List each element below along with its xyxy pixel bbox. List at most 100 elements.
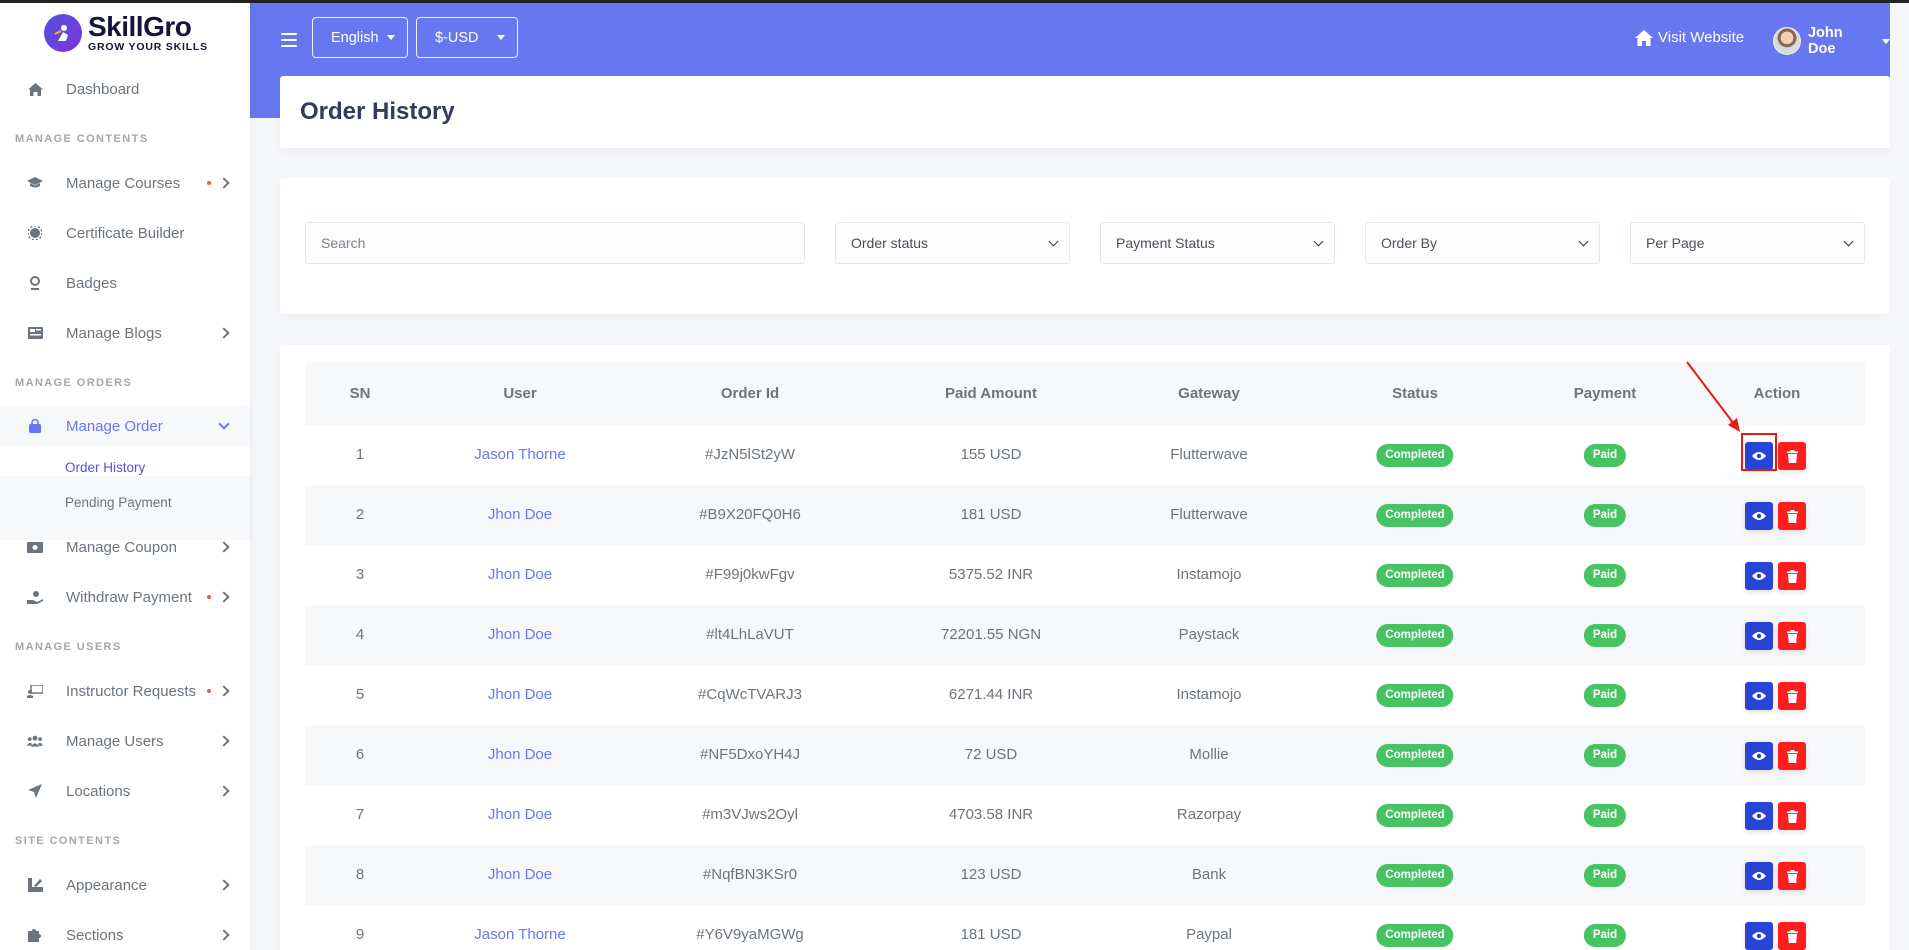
sidebar-item-manage-coupon[interactable]: Manage Coupon [0, 527, 250, 567]
trash-icon [1786, 869, 1798, 883]
sidebar-item-manage-courses[interactable]: Manage Courses [0, 163, 250, 203]
sidebar-item-locations[interactable]: Locations [0, 771, 250, 811]
payment-badge: Paid [1583, 504, 1627, 527]
cell-gateway: Flutterwave [1170, 506, 1248, 523]
payment-badge: Paid [1583, 684, 1627, 707]
chevron-right-icon [218, 785, 230, 797]
home-icon [27, 81, 43, 97]
sidebar-item-sections[interactable]: Sections [0, 915, 250, 950]
table-row: 7 Jhon Doe #m3VJws2Oyl 4703.58 INR Razorpay C… [305, 785, 1865, 845]
sidebar-item-instructor-requests[interactable]: Instructor Requests [0, 671, 250, 711]
certificate-icon [27, 225, 43, 241]
cell-user[interactable]: Jhon Doe [487, 746, 553, 763]
delete-order-button[interactable] [1778, 442, 1806, 470]
view-order-button[interactable] [1745, 502, 1773, 530]
column-header-user[interactable]: User [503, 385, 537, 402]
cell-user[interactable]: Jhon Doe [487, 626, 553, 643]
user-name: John Doe [1807, 25, 1843, 57]
delete-order-button[interactable] [1778, 562, 1806, 590]
hand-holding-dollar-icon [27, 589, 43, 605]
status-badge: Completed [1376, 564, 1454, 587]
hamburger-menu-icon[interactable] [281, 33, 297, 47]
delete-order-button[interactable] [1778, 802, 1806, 830]
table-row: 5 Jhon Doe #CqWcTVARJ3 6271.44 INR Instamojo… [305, 665, 1865, 725]
column-header-sn[interactable]: SN [349, 385, 371, 402]
cell-gateway: Instamojo [1176, 566, 1242, 583]
cell-user[interactable]: Jhon Doe [487, 866, 553, 883]
column-header-order-id[interactable]: Order Id [720, 385, 780, 402]
caret-down-icon [1882, 38, 1890, 44]
cell-user[interactable]: Jason Thorne [474, 926, 566, 943]
status-badge: Completed [1376, 864, 1454, 887]
cell-gateway: Razorpay [1176, 806, 1242, 823]
page-header-card: Order History [280, 76, 1890, 148]
cell-user[interactable]: Jhon Doe [487, 506, 553, 523]
cell-user[interactable]: Jhon Doe [487, 686, 553, 703]
view-order-button[interactable] [1745, 922, 1773, 950]
cell-sn: 2 [355, 506, 365, 523]
sidebar-item-label: Certificate Builder [66, 224, 185, 242]
language-select[interactable]: English [312, 17, 408, 58]
delete-order-button[interactable] [1778, 922, 1806, 950]
cell-order-id: #m3VJws2Oyl [702, 806, 798, 823]
delete-order-button[interactable] [1778, 502, 1806, 530]
view-order-button[interactable] [1745, 442, 1773, 470]
column-header-status[interactable]: Status [1392, 385, 1438, 402]
search-input[interactable]: Search [305, 222, 805, 264]
sidebar-item-manage-order[interactable]: Manage Order [0, 406, 250, 446]
sidebar-item-withdraw-payment[interactable]: Withdraw Payment [0, 577, 250, 617]
sidebar-item-badges[interactable]: Badges [0, 263, 250, 303]
table-row: 6 Jhon Doe #NF5DxoYH4J 72 USD Mollie Complete… [305, 725, 1865, 785]
column-header-payment[interactable]: Payment [1573, 385, 1637, 402]
visit-website-link[interactable]: Visit Website [1635, 29, 1744, 46]
brand-tagline: GROW YOUR SKILLS [88, 41, 208, 54]
view-order-button[interactable] [1745, 862, 1773, 890]
sidebar-item-manage-users[interactable]: Manage Users [0, 721, 250, 761]
view-order-button[interactable] [1745, 802, 1773, 830]
money-bill-icon [27, 539, 43, 555]
currency-select[interactable]: $-USD [416, 17, 518, 58]
delete-order-button[interactable] [1778, 862, 1806, 890]
payment-badge: Paid [1583, 624, 1627, 647]
brand-logo[interactable]: SkillGro GROW YOUR SKILLS [0, 0, 250, 66]
delete-order-button[interactable] [1778, 682, 1806, 710]
annotation-arrow-icon [1686, 361, 1740, 432]
sidebar-subitem-pending-payment[interactable]: Pending Payment [65, 495, 172, 510]
sidebar-item-appearance[interactable]: Appearance [0, 865, 250, 905]
annotation-highlight-box [1741, 433, 1777, 471]
search-placeholder: Search [321, 235, 366, 251]
payment-badge: Paid [1583, 444, 1627, 467]
sidebar-section-heading: MANAGE USERS [15, 641, 122, 653]
status-badge: Completed [1376, 804, 1454, 827]
view-order-button[interactable] [1745, 622, 1773, 650]
column-header-gateway[interactable]: Gateway [1178, 385, 1240, 402]
per-page-value: Per Page [1646, 235, 1705, 251]
cell-user[interactable]: Jhon Doe [487, 806, 553, 823]
view-order-button[interactable] [1745, 562, 1773, 590]
view-order-button[interactable] [1745, 742, 1773, 770]
sidebar-item-dashboard[interactable]: Dashboard [0, 69, 250, 109]
payment-status-select[interactable]: Payment Status [1100, 222, 1335, 264]
sidebar-item-manage-blogs[interactable]: Manage Blogs [0, 313, 250, 353]
eye-icon [1752, 932, 1766, 940]
eye-icon [1752, 452, 1766, 460]
delete-order-button[interactable] [1778, 622, 1806, 650]
payment-badge: Paid [1583, 564, 1627, 587]
cell-user[interactable]: Jason Thorne [474, 446, 566, 463]
cell-user[interactable]: Jhon Doe [487, 566, 553, 583]
delete-order-button[interactable] [1778, 742, 1806, 770]
avatar [1773, 27, 1801, 55]
sidebar-item-label: Locations [66, 782, 131, 800]
cell-order-id: #Y6V9yaMGWg [696, 926, 804, 943]
cell-gateway: Flutterwave [1170, 446, 1248, 463]
view-order-button[interactable] [1745, 682, 1773, 710]
eye-icon [1752, 752, 1766, 760]
sidebar-subitem-order-history[interactable]: Order History [65, 460, 146, 475]
sidebar-item-certificate-builder[interactable]: Certificate Builder [0, 213, 250, 253]
column-header-paid-amount[interactable]: Paid Amount [945, 385, 1037, 402]
per-page-select[interactable]: Per Page [1630, 222, 1865, 264]
sidebar-item-label: Manage Users [66, 732, 164, 750]
order-status-select[interactable]: Order status [835, 222, 1070, 264]
order-by-select[interactable]: Order By [1365, 222, 1600, 264]
user-menu-dropdown[interactable]: John Doe [1773, 25, 1890, 57]
